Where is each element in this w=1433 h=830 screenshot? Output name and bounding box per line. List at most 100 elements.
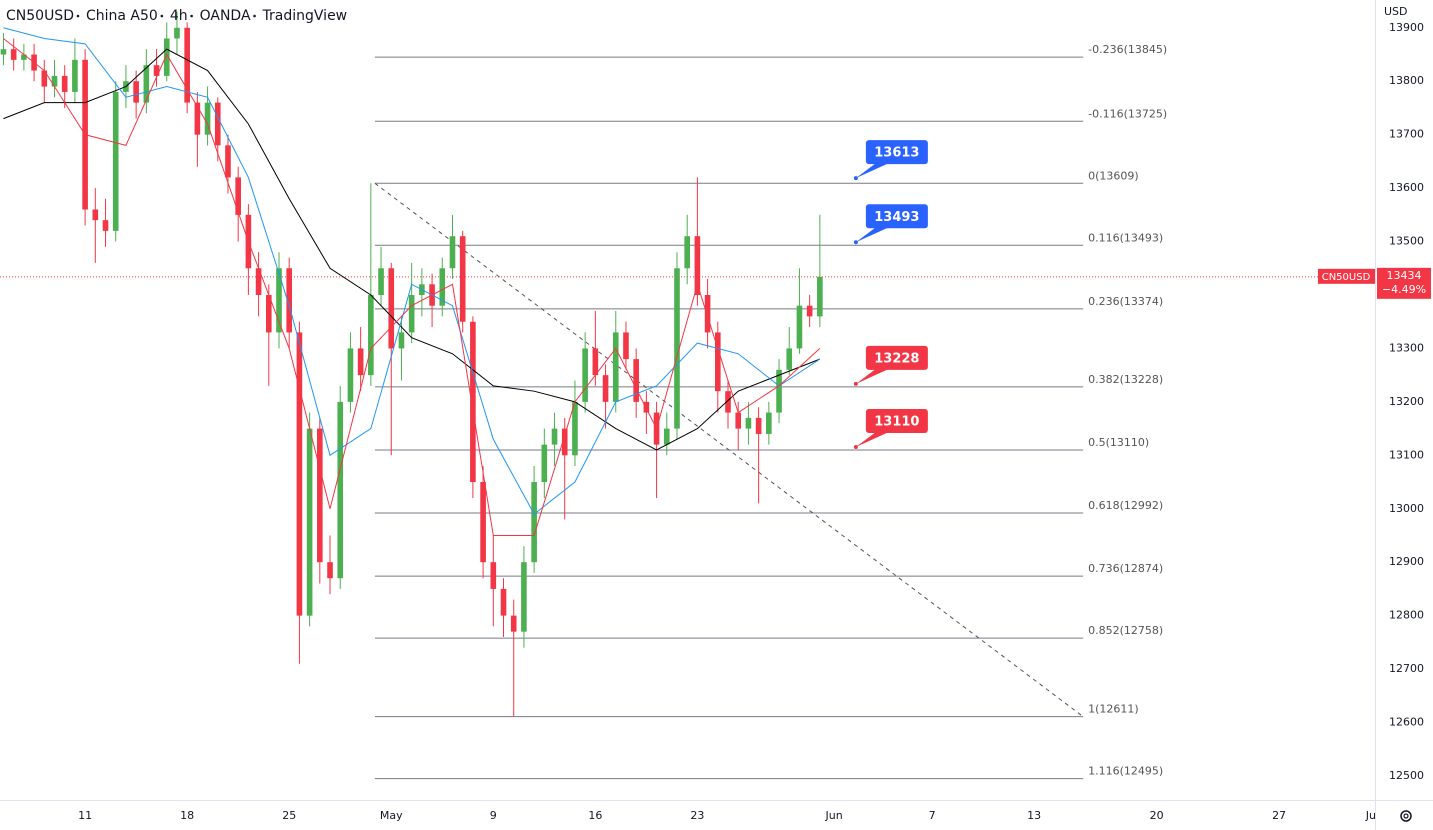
candle-body: [61, 75, 68, 92]
candle-body: [531, 482, 537, 563]
candle-body: [51, 75, 58, 87]
separator: [253, 14, 256, 18]
candle-body: [255, 268, 262, 295]
candle-body: [541, 444, 548, 483]
fib-label: 0.5(13110): [1088, 436, 1149, 449]
fib-label: 1(12611): [1088, 703, 1139, 716]
candle-body: [102, 220, 109, 231]
candle-body: [510, 615, 517, 632]
settings-icon[interactable]: [1400, 810, 1412, 822]
x-tick-label: 23: [690, 809, 704, 822]
y-tick-label: 12800: [1389, 609, 1424, 622]
candle-body: [745, 417, 752, 429]
moving-average: [3, 48, 821, 451]
callout-pointer: [855, 227, 889, 243]
x-tick-label: 25: [282, 809, 296, 822]
separator: [190, 14, 193, 18]
candle-body: [317, 428, 323, 563]
moving-average: [3, 27, 821, 515]
candle-body: [357, 348, 364, 376]
candle-body: [235, 177, 241, 215]
candle-body: [561, 428, 568, 456]
symbol-tag-label: CN50USD: [1322, 272, 1371, 283]
change-label: −4.49%: [1382, 283, 1426, 296]
candle-body: [674, 268, 680, 429]
x-tick-label: 27: [1272, 809, 1286, 822]
candle-body: [480, 482, 486, 563]
callout-pointer: [855, 368, 889, 384]
fib-label: 0(13609): [1088, 169, 1139, 182]
separator: [160, 14, 164, 18]
candle-body: [449, 236, 456, 269]
candle-body: [592, 348, 599, 376]
fib-label: -0.116(13725): [1088, 107, 1167, 120]
candle-body: [327, 562, 333, 579]
candle-body: [347, 348, 354, 402]
candle-body: [41, 70, 48, 87]
candle-body: [265, 294, 272, 333]
candle-body: [786, 348, 793, 370]
candle-body: [521, 562, 527, 632]
x-tick-label: 20: [1150, 809, 1164, 822]
symbol-tag: [1318, 268, 1375, 284]
candle-body: [612, 332, 619, 402]
candle-body: [439, 268, 446, 306]
candle-body: [408, 294, 415, 333]
candle-body: [194, 102, 201, 135]
candle-body: [225, 145, 231, 178]
y-tick-label: 13800: [1389, 74, 1424, 87]
candle-body: [214, 102, 221, 146]
plot-area: -0.236(13845) -0.116(13725) 0(13609) 0.116(…: [0, 11, 1375, 780]
callout-label: 13228: [874, 351, 919, 366]
candle-body: [490, 562, 497, 589]
candle-body: [337, 401, 344, 579]
separator: [76, 14, 80, 18]
callout-box: [865, 204, 928, 229]
candle-body: [204, 102, 211, 135]
callout-box: [865, 408, 928, 433]
candle-body: [806, 305, 813, 317]
y-tick-label: 12600: [1389, 716, 1424, 729]
fib-label: -0.236(13845): [1088, 43, 1167, 56]
y-tick-label: 12900: [1389, 555, 1424, 568]
candle-body: [72, 59, 78, 92]
candle-body: [582, 348, 588, 402]
candle-body: [663, 428, 670, 445]
candle-body: [21, 54, 27, 60]
candle-body: [306, 428, 313, 616]
candle-body: [735, 412, 742, 429]
header-item: OANDA: [200, 8, 251, 24]
candle-body: [388, 268, 395, 349]
price-tag: [1377, 267, 1431, 299]
x-tick-label: 7: [929, 809, 936, 822]
axes: 1250012600127001280012900130001310013200…: [78, 21, 1431, 822]
callout-box: [865, 140, 928, 165]
candle-body: [174, 27, 180, 39]
fib-label: 0.116(13493): [1088, 231, 1163, 244]
candle-body: [276, 268, 282, 333]
currency[interactable]: USD: [1384, 5, 1408, 18]
header: CN50USD China A50 4h OANDA TradingView: [6, 8, 347, 24]
candle-body: [715, 332, 721, 392]
candle-body: [153, 65, 160, 76]
price-tag-label: 13434: [1387, 269, 1422, 282]
y-tick-label: 12500: [1389, 769, 1424, 782]
y-tick-label: 13900: [1389, 21, 1424, 34]
candle-body: [643, 401, 650, 413]
x-tick-label: 16: [588, 809, 602, 822]
candle-body: [133, 81, 139, 103]
candle-body: [817, 276, 823, 317]
fib-label: 0.382(13228): [1088, 373, 1163, 386]
candle-body: [10, 49, 17, 60]
fib-label: 0.618(12992): [1088, 499, 1163, 512]
candle-body: [112, 91, 119, 231]
x-tick-label: 13: [1027, 809, 1041, 822]
x-tick-label: 18: [180, 809, 194, 822]
candle-body: [755, 417, 762, 434]
x-tick-label: 9: [490, 809, 497, 822]
fib-label: 0.736(12874): [1088, 562, 1163, 575]
moving-average: [3, 38, 821, 536]
callout-box: [865, 345, 928, 370]
candle-body: [143, 65, 150, 103]
